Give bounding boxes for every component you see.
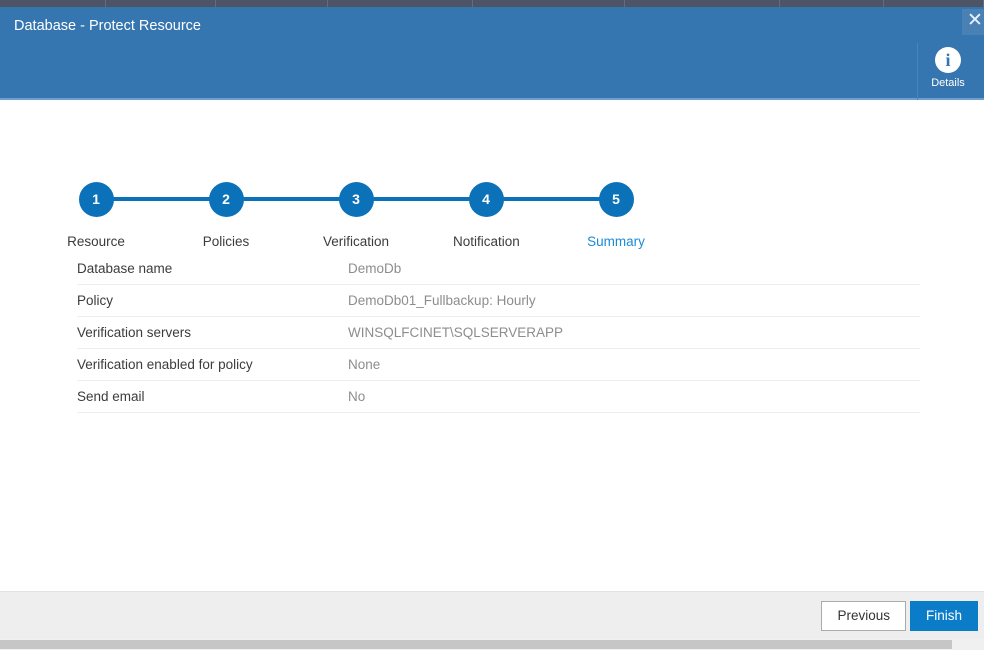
table-row: Policy DemoDb01_Fullbackup: Hourly (77, 285, 920, 317)
header-divider (917, 43, 918, 100)
step-connector (370, 197, 485, 201)
table-row: Send email No (77, 381, 920, 413)
step-number: 5 (598, 182, 634, 217)
footer-button-group: Previous Finish (821, 601, 978, 631)
step-number: 2 (208, 182, 244, 217)
step-number: 3 (338, 182, 374, 217)
finish-button[interactable]: Finish (909, 601, 978, 631)
background-app-toolbar-strip (0, 0, 984, 7)
summary-table: Database name DemoDb Policy DemoDb01_Ful… (77, 253, 920, 413)
horizontal-scrollbar-thumb[interactable] (0, 640, 952, 649)
table-row: Verification enabled for policy None (77, 349, 920, 381)
step-number: 4 (468, 182, 504, 217)
step-notification[interactable]: 4 Notification (453, 182, 520, 249)
row-label: Policy (77, 293, 114, 308)
step-policies[interactable]: 2 Policies (193, 182, 259, 249)
step-connector (110, 197, 225, 201)
details-label: Details (931, 77, 965, 89)
dialog-footer: Previous Finish (0, 591, 984, 639)
table-row: Verification servers WINSQLFCINET\SQLSER… (77, 317, 920, 349)
step-label: Summary (587, 234, 645, 249)
row-value: DemoDb (348, 261, 402, 276)
row-label: Send email (77, 389, 145, 404)
wizard-stepper: 1 Resource 2 Policies 3 Verification 4 N… (63, 141, 683, 249)
step-verification[interactable]: 3 Verification (323, 182, 389, 249)
previous-button[interactable]: Previous (821, 601, 906, 631)
dialog-body: 1 Resource 2 Policies 3 Verification 4 N… (0, 102, 984, 591)
row-value: WINSQLFCINET\SQLSERVERAPP (348, 325, 564, 340)
step-summary[interactable]: 5 Summary (583, 182, 649, 249)
row-value: None (348, 357, 381, 372)
step-connector (500, 197, 615, 201)
step-resource[interactable]: 1 Resource (63, 182, 129, 249)
close-icon[interactable]: ✕ (962, 9, 984, 35)
row-label: Database name (77, 261, 173, 276)
row-value: No (348, 389, 366, 404)
dialog-title: Database - Protect Resource (14, 18, 201, 34)
details-button[interactable]: i Details (920, 47, 976, 89)
step-label: Verification (323, 234, 390, 249)
step-label: Policies (202, 234, 250, 249)
dialog-header: Database - Protect Resource i Details ✕ (0, 7, 984, 100)
row-label: Verification servers (77, 325, 192, 340)
table-row: Database name DemoDb (77, 253, 920, 285)
step-label: Notification (453, 234, 520, 249)
step-label: Resource (67, 234, 125, 249)
row-value: DemoDb01_Fullbackup: Hourly (348, 293, 536, 308)
step-connector (240, 197, 355, 201)
step-number: 1 (78, 182, 114, 217)
row-label: Verification enabled for policy (77, 357, 253, 372)
info-icon: i (935, 47, 961, 73)
